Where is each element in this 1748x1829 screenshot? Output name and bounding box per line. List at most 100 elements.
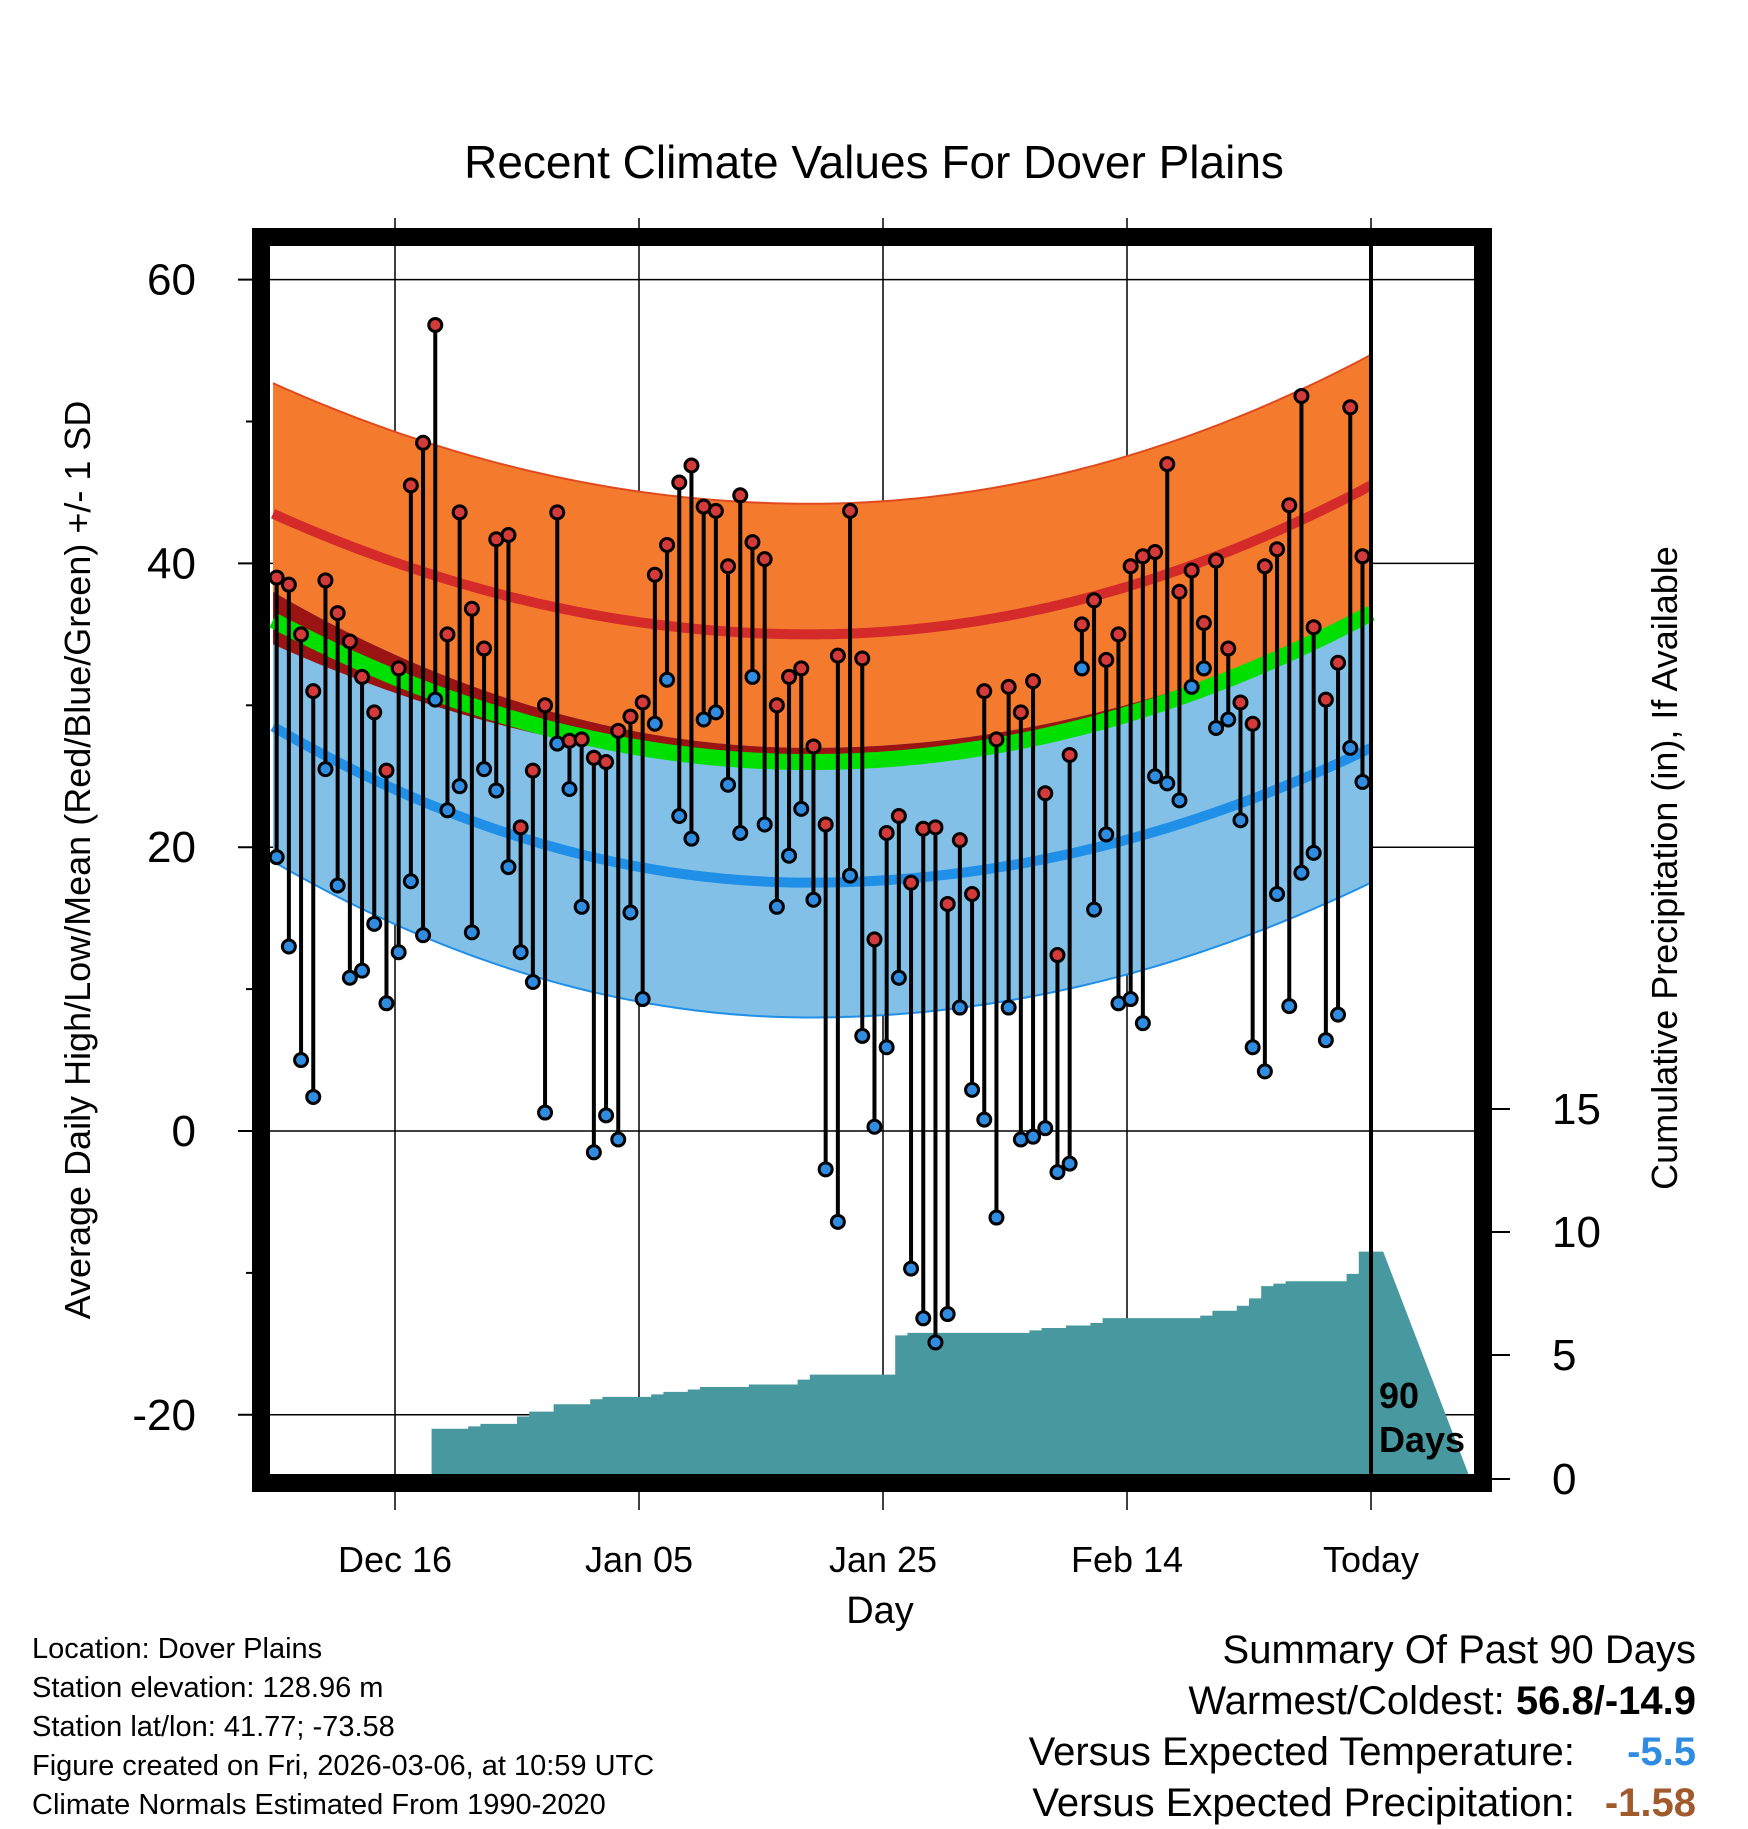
- x-tick-label: Feb 14: [1071, 1539, 1183, 1580]
- low-point: [451, 778, 468, 795]
- temp-label: Versus Expected Temperature:: [1028, 1730, 1575, 1774]
- low-point: [1183, 678, 1200, 695]
- low-point: [659, 671, 676, 688]
- high-point: [1330, 654, 1347, 671]
- high-point: [1244, 715, 1261, 732]
- low-point: [1098, 826, 1115, 843]
- low-point: [415, 927, 432, 944]
- info-location: Location: Dover Plains: [32, 1633, 323, 1665]
- low-point: [524, 974, 541, 991]
- low-point: [890, 969, 907, 986]
- low-point: [1037, 1120, 1054, 1137]
- low-point: [537, 1104, 554, 1121]
- low-point: [707, 704, 724, 721]
- high-point: [707, 502, 724, 519]
- high-point: [903, 874, 920, 891]
- high-point: [1232, 694, 1249, 711]
- y2-tick-label: 5: [1552, 1331, 1576, 1380]
- high-point: [744, 534, 761, 551]
- daily-range-bars: [268, 317, 1371, 1351]
- precip-label: Versus Expected Precipitation:: [1032, 1781, 1575, 1825]
- low-point: [354, 962, 371, 979]
- summary-panel: Summary Of Past 90 Days Warmest/Coldest:…: [1029, 1625, 1696, 1829]
- normal-low-line: [270, 722, 1374, 888]
- low-point: [634, 991, 651, 1008]
- high-point: [988, 731, 1005, 748]
- high-point: [720, 558, 737, 575]
- high-point: [866, 931, 883, 948]
- low-point: [268, 849, 285, 866]
- high-point: [805, 738, 822, 755]
- high-point: [280, 576, 297, 593]
- low-point: [1061, 1155, 1078, 1172]
- low-point: [1256, 1063, 1273, 1080]
- low-point: [927, 1334, 944, 1351]
- high-point: [463, 600, 480, 617]
- high-point: [1110, 626, 1127, 643]
- high-point: [366, 704, 383, 721]
- precip-value: -1.58: [1604, 1781, 1696, 1825]
- precipitation-area: [273, 1251, 1470, 1478]
- low-point: [646, 715, 663, 732]
- high-point: [793, 660, 810, 677]
- low-point: [878, 1039, 895, 1056]
- low-point: [1220, 711, 1237, 728]
- high-point: [500, 527, 517, 544]
- y-tick-label: 60: [147, 256, 196, 305]
- high-point: [622, 708, 639, 725]
- high-point: [1073, 616, 1090, 633]
- today-days-label-line2: Days: [1379, 1419, 1465, 1460]
- warmest-label: Warmest/Coldest:: [1188, 1679, 1505, 1723]
- high-point: [476, 640, 493, 657]
- low-point: [305, 1088, 322, 1105]
- low-point: [293, 1052, 310, 1069]
- high-point: [1061, 746, 1078, 763]
- y-tick-label: 0: [172, 1107, 196, 1156]
- high-point: [964, 886, 981, 903]
- high-point: [1256, 558, 1273, 575]
- y2-tick-label: 0: [1552, 1455, 1576, 1504]
- high-point: [817, 816, 834, 833]
- high-point: [354, 668, 371, 685]
- low-point: [598, 1107, 615, 1124]
- high-point: [951, 832, 968, 849]
- info-elevation: Station elevation: 128.96 m: [32, 1672, 384, 1704]
- low-point: [720, 776, 737, 793]
- high-point: [427, 317, 444, 334]
- high-point: [683, 457, 700, 474]
- y2-tick-label: 15: [1552, 1085, 1601, 1134]
- high-point: [1147, 544, 1164, 561]
- high-point: [1012, 704, 1029, 721]
- info-created: Figure created on Fri, 2026-03-06, at 10…: [32, 1750, 655, 1782]
- high-point: [671, 474, 688, 491]
- high-point: [939, 895, 956, 912]
- low-minus-sd-line: [272, 860, 1372, 1019]
- high-point: [1208, 552, 1225, 569]
- low-point: [829, 1213, 846, 1230]
- high-point: [976, 683, 993, 700]
- low-point: [500, 859, 517, 876]
- high-point: [1354, 548, 1371, 565]
- low-point: [1122, 991, 1139, 1008]
- high-point: [1025, 673, 1042, 690]
- high-point: [1317, 691, 1334, 708]
- low-point: [1232, 812, 1249, 829]
- high-point: [842, 502, 859, 519]
- low-point: [1134, 1015, 1151, 1032]
- high-point: [598, 754, 615, 771]
- high-point: [378, 762, 395, 779]
- low-point: [1086, 901, 1103, 918]
- low-point: [1147, 768, 1164, 785]
- high-point: [451, 504, 468, 521]
- low-point: [1195, 660, 1212, 677]
- axes: -20 0 20 40 60 0 5 10 15 Dec 16 Jan 05 Jan 25 Feb 14…: [132, 256, 1601, 1580]
- high-point: [341, 633, 358, 650]
- low-point: [317, 761, 334, 778]
- x-tick-label: Today: [1323, 1539, 1419, 1580]
- temp-value: -5.5: [1627, 1730, 1696, 1774]
- low-point: [378, 995, 395, 1012]
- low-point: [1330, 1006, 1347, 1023]
- low-point: [842, 867, 859, 884]
- high-point: [768, 697, 785, 714]
- low-point: [1354, 773, 1371, 790]
